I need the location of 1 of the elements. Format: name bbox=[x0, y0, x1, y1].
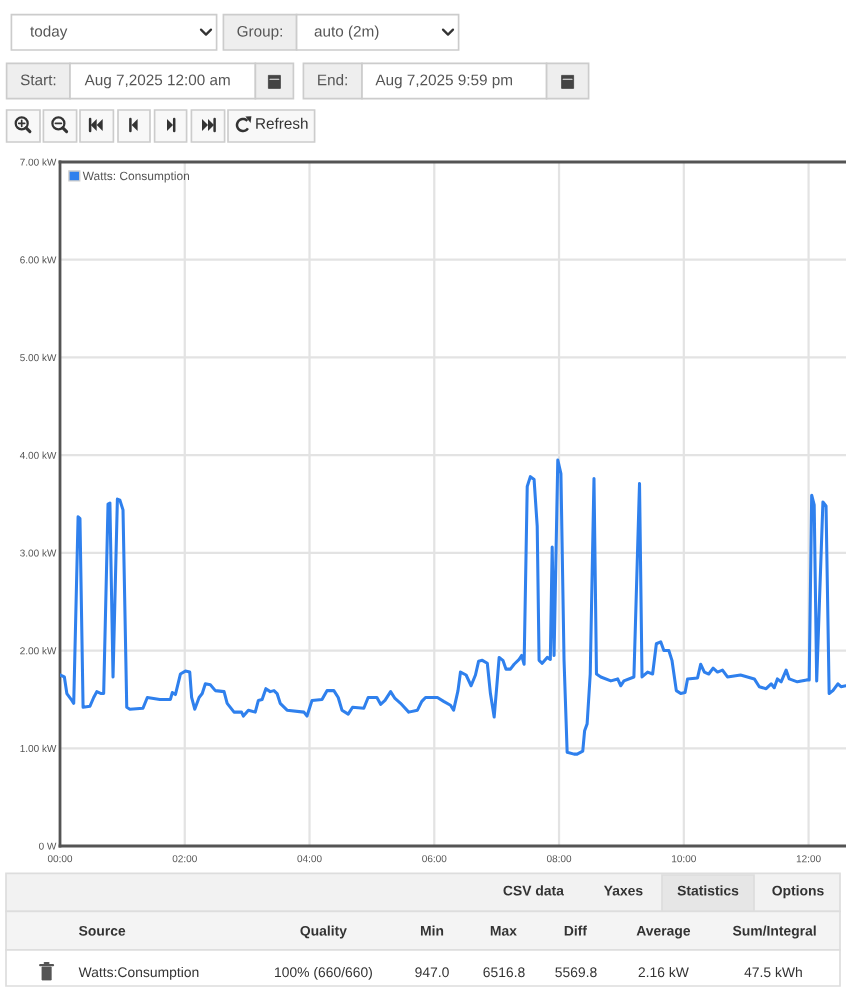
line-series bbox=[60, 458, 846, 756]
